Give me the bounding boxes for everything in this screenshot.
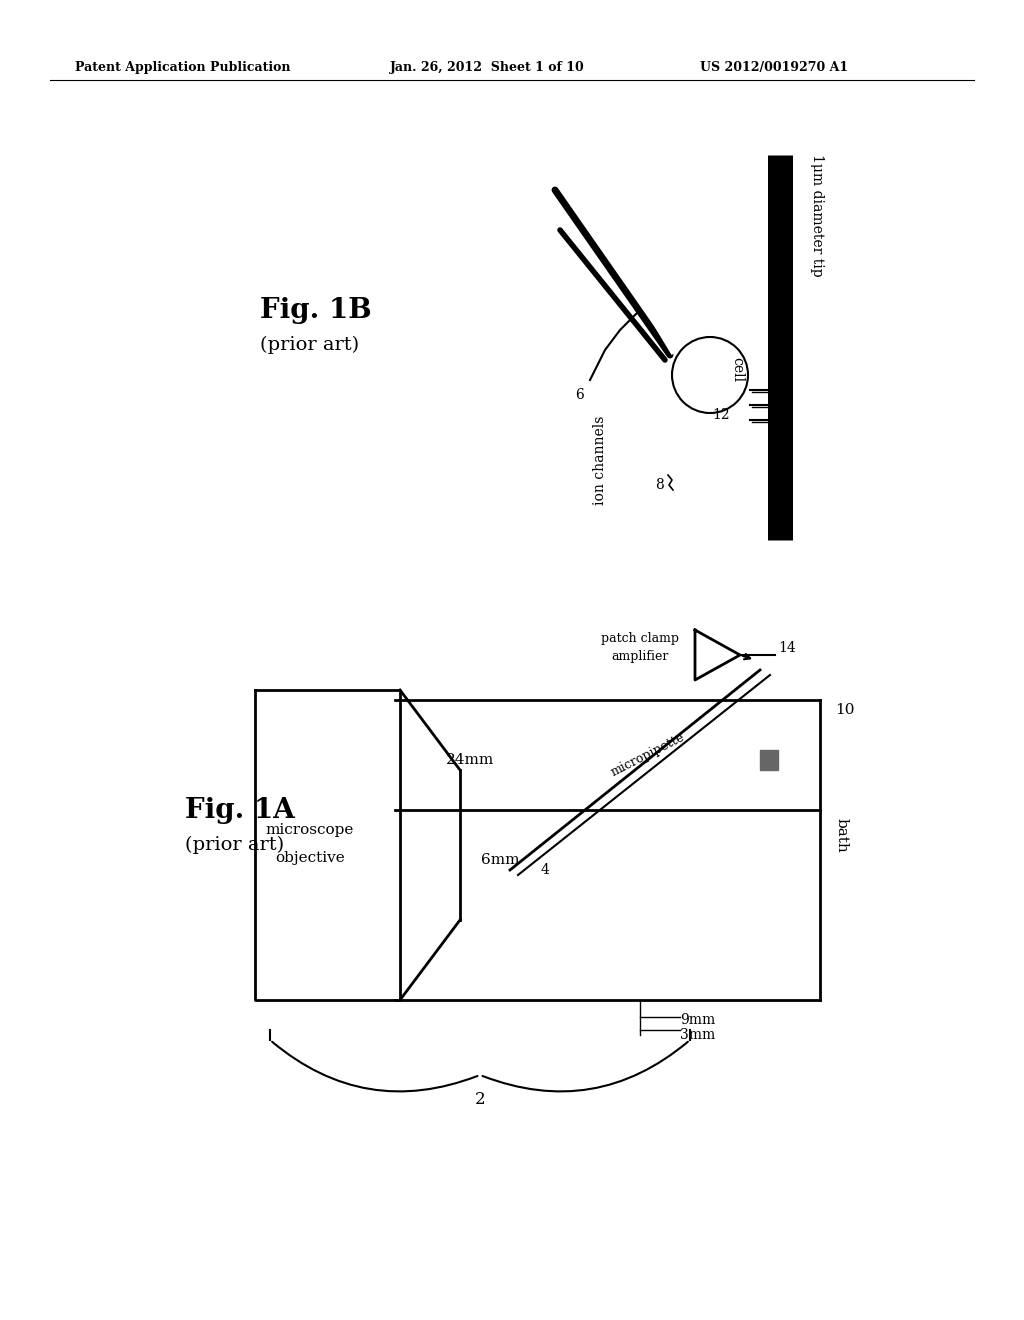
Text: Patent Application Publication: Patent Application Publication xyxy=(75,62,291,74)
Text: 9mm: 9mm xyxy=(680,1012,715,1027)
Text: 1μm diameter tip: 1μm diameter tip xyxy=(810,153,824,276)
Text: cell: cell xyxy=(730,358,744,383)
Text: US 2012/0019270 A1: US 2012/0019270 A1 xyxy=(700,62,848,74)
Text: (prior art): (prior art) xyxy=(185,836,284,854)
Text: patch clamp: patch clamp xyxy=(601,632,679,645)
Bar xyxy=(760,750,778,770)
Text: ion channels: ion channels xyxy=(593,416,607,504)
Text: bath: bath xyxy=(835,817,849,853)
Text: Fig. 1A: Fig. 1A xyxy=(185,796,295,824)
Text: 14: 14 xyxy=(778,642,796,655)
Text: 6mm: 6mm xyxy=(480,853,519,867)
Text: (prior art): (prior art) xyxy=(260,335,359,354)
Text: 2: 2 xyxy=(475,1092,485,1109)
Text: 8: 8 xyxy=(655,478,665,492)
Text: amplifier: amplifier xyxy=(611,649,669,663)
Text: 6: 6 xyxy=(575,388,585,403)
Text: Fig. 1B: Fig. 1B xyxy=(260,297,372,323)
Text: objective: objective xyxy=(275,851,345,865)
Text: 12: 12 xyxy=(713,408,730,422)
Text: micropipette: micropipette xyxy=(609,731,687,779)
Text: microscope: microscope xyxy=(266,822,354,837)
Text: 24mm: 24mm xyxy=(445,752,495,767)
Text: 3mm: 3mm xyxy=(680,1028,715,1041)
Text: Jan. 26, 2012  Sheet 1 of 10: Jan. 26, 2012 Sheet 1 of 10 xyxy=(390,62,585,74)
Text: 10: 10 xyxy=(835,704,854,717)
Text: 4: 4 xyxy=(541,863,550,876)
